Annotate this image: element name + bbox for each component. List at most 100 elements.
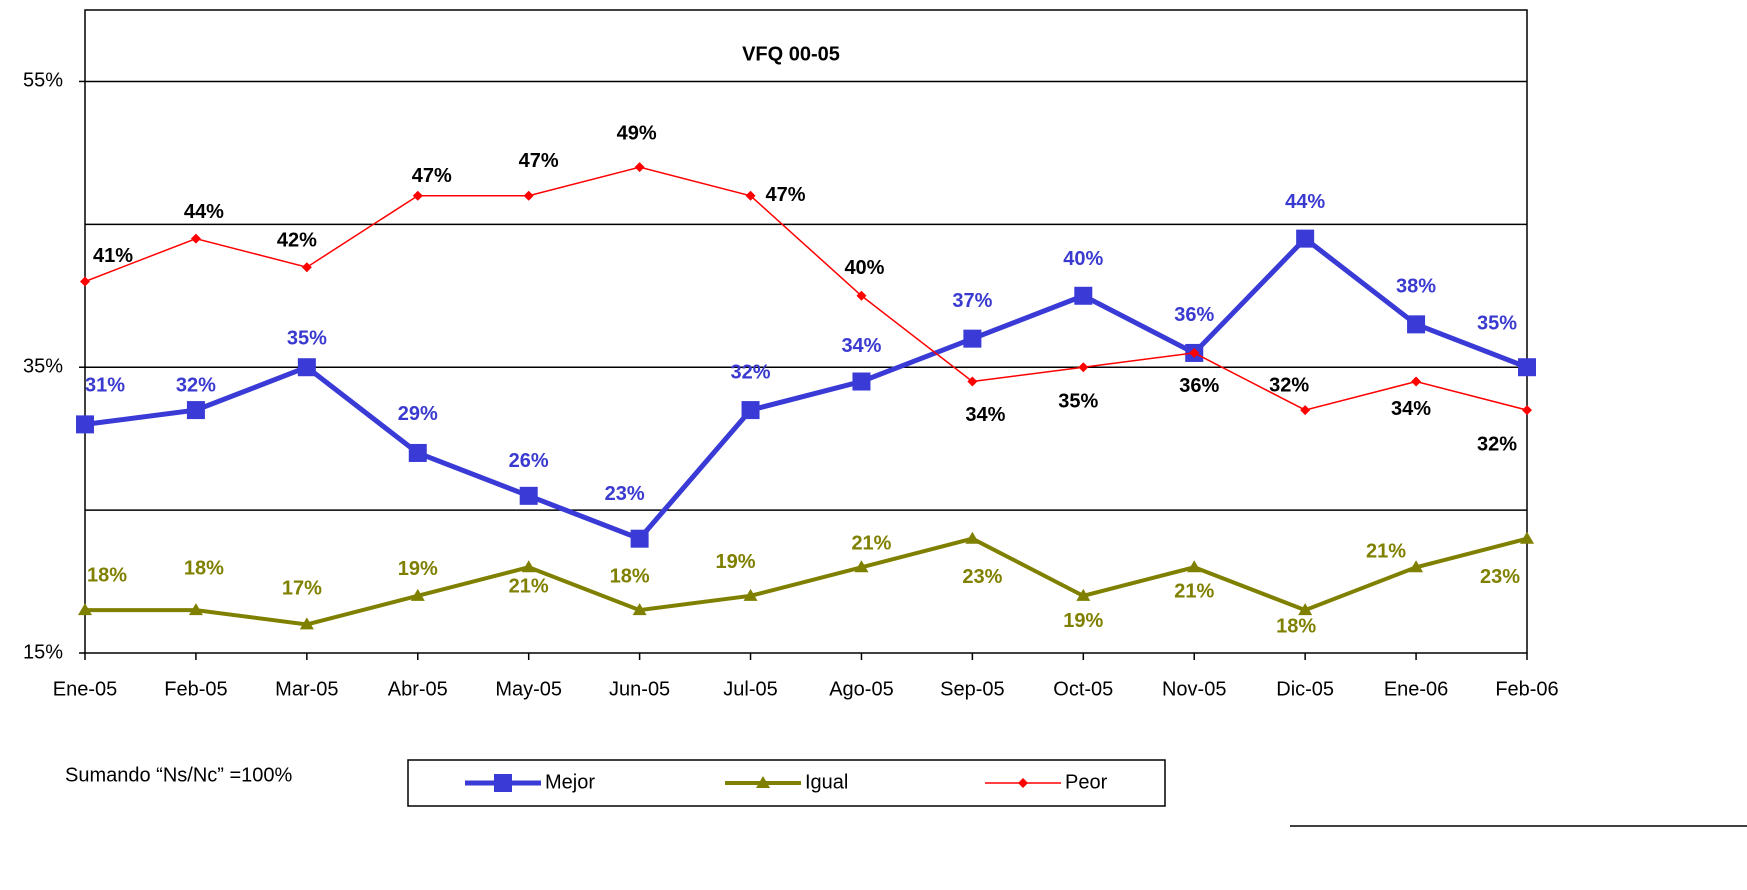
data-label: 21%	[851, 533, 891, 555]
marker	[1522, 405, 1532, 416]
data-label: 23%	[962, 566, 1002, 588]
marker	[630, 529, 649, 548]
series-line	[85, 536, 1528, 627]
legend-label: Mejor	[545, 771, 595, 793]
data-label: 32%	[1269, 374, 1309, 396]
x-tick-label: Ene-06	[1384, 678, 1449, 700]
x-tick-label: Dic-05	[1276, 678, 1334, 700]
data-label: 47%	[766, 184, 806, 206]
marker	[76, 415, 94, 434]
x-tick-label: Ago-05	[829, 678, 894, 700]
series-line	[84, 235, 1528, 542]
x-tick-label: Feb-05	[164, 678, 227, 700]
marker	[521, 560, 536, 573]
x-tick-label: Nov-05	[1162, 678, 1226, 700]
legend-box	[407, 759, 1166, 807]
data-label: 47%	[519, 150, 559, 172]
data-label: 34%	[841, 335, 881, 357]
data-label: 32%	[176, 374, 216, 396]
marker	[1078, 362, 1089, 373]
data-label: 44%	[1285, 191, 1325, 213]
legend-label: Peor	[1065, 771, 1108, 793]
marker	[519, 486, 538, 505]
data-label: 37%	[952, 290, 992, 312]
series-line	[84, 166, 1528, 411]
data-label: 38%	[1396, 276, 1436, 298]
data-label: 21%	[1366, 541, 1406, 563]
data-label: 32%	[731, 361, 771, 383]
marker	[1298, 603, 1313, 616]
data-label: 18%	[610, 565, 650, 587]
marker	[1518, 358, 1536, 377]
marker	[745, 190, 756, 201]
x-tick-label: Abr-05	[388, 678, 448, 700]
data-label: 31%	[85, 375, 125, 397]
marker	[1300, 405, 1311, 416]
data-label: 35%	[1058, 391, 1098, 413]
data-label: 40%	[1063, 248, 1103, 270]
marker	[1076, 588, 1091, 601]
data-label: 34%	[1391, 398, 1431, 420]
x-tick-label: Ene-05	[53, 678, 118, 700]
y-tick-label: 15%	[23, 641, 63, 663]
marker	[1411, 376, 1422, 387]
marker	[190, 233, 201, 244]
data-label: 36%	[1174, 304, 1214, 326]
marker	[186, 401, 205, 420]
data-label: 44%	[184, 201, 224, 223]
data-label: 18%	[87, 564, 127, 586]
x-tick-label: Oct-05	[1053, 678, 1113, 700]
legend-marker	[1018, 778, 1028, 788]
marker	[852, 372, 871, 391]
data-label: 40%	[844, 257, 884, 279]
marker	[743, 588, 758, 601]
data-label: 21%	[1174, 581, 1214, 603]
marker	[963, 329, 982, 348]
note: Sumando “Ns/Nc” =100%	[65, 764, 293, 786]
marker	[523, 190, 534, 201]
data-label: 19%	[1063, 610, 1103, 632]
data-label: 18%	[184, 557, 224, 579]
legend-marker	[494, 774, 512, 792]
data-label: 21%	[509, 576, 549, 598]
data-label: 23%	[1480, 566, 1520, 588]
marker	[299, 617, 314, 630]
marker	[741, 401, 760, 420]
x-tick-label: May-05	[495, 678, 562, 700]
legend-marker	[756, 776, 770, 788]
marker	[1074, 286, 1093, 305]
legend-label: Igual	[805, 771, 848, 793]
marker	[80, 276, 90, 287]
data-label: 29%	[398, 403, 438, 425]
x-tick-label: Jul-05	[723, 678, 777, 700]
data-label: 23%	[605, 483, 645, 505]
data-label: 36%	[1179, 375, 1219, 397]
marker	[1296, 229, 1315, 248]
marker	[632, 603, 647, 616]
marker	[78, 603, 92, 616]
marker	[1409, 560, 1424, 573]
data-label: 42%	[277, 229, 317, 251]
marker	[1187, 560, 1202, 573]
marker	[1407, 315, 1426, 334]
data-label: 34%	[965, 404, 1005, 426]
data-label: 49%	[617, 122, 657, 144]
data-label: 19%	[398, 558, 438, 580]
marker	[297, 358, 316, 377]
data-label: 19%	[716, 551, 756, 573]
data-label: 35%	[287, 328, 327, 350]
data-label: 17%	[282, 578, 322, 600]
marker	[856, 290, 867, 301]
x-tick-label: Sep-05	[940, 678, 1005, 700]
marker	[967, 376, 978, 387]
data-label: 18%	[1276, 615, 1316, 637]
chart-title: VFQ 00-05	[742, 43, 840, 65]
y-tick-label: 35%	[23, 356, 63, 378]
marker	[410, 588, 425, 601]
marker	[408, 443, 427, 462]
x-tick-label: Feb-06	[1495, 678, 1558, 700]
data-label: 26%	[509, 450, 549, 472]
data-label: 35%	[1477, 313, 1517, 335]
marker	[301, 262, 312, 273]
marker	[412, 190, 423, 201]
